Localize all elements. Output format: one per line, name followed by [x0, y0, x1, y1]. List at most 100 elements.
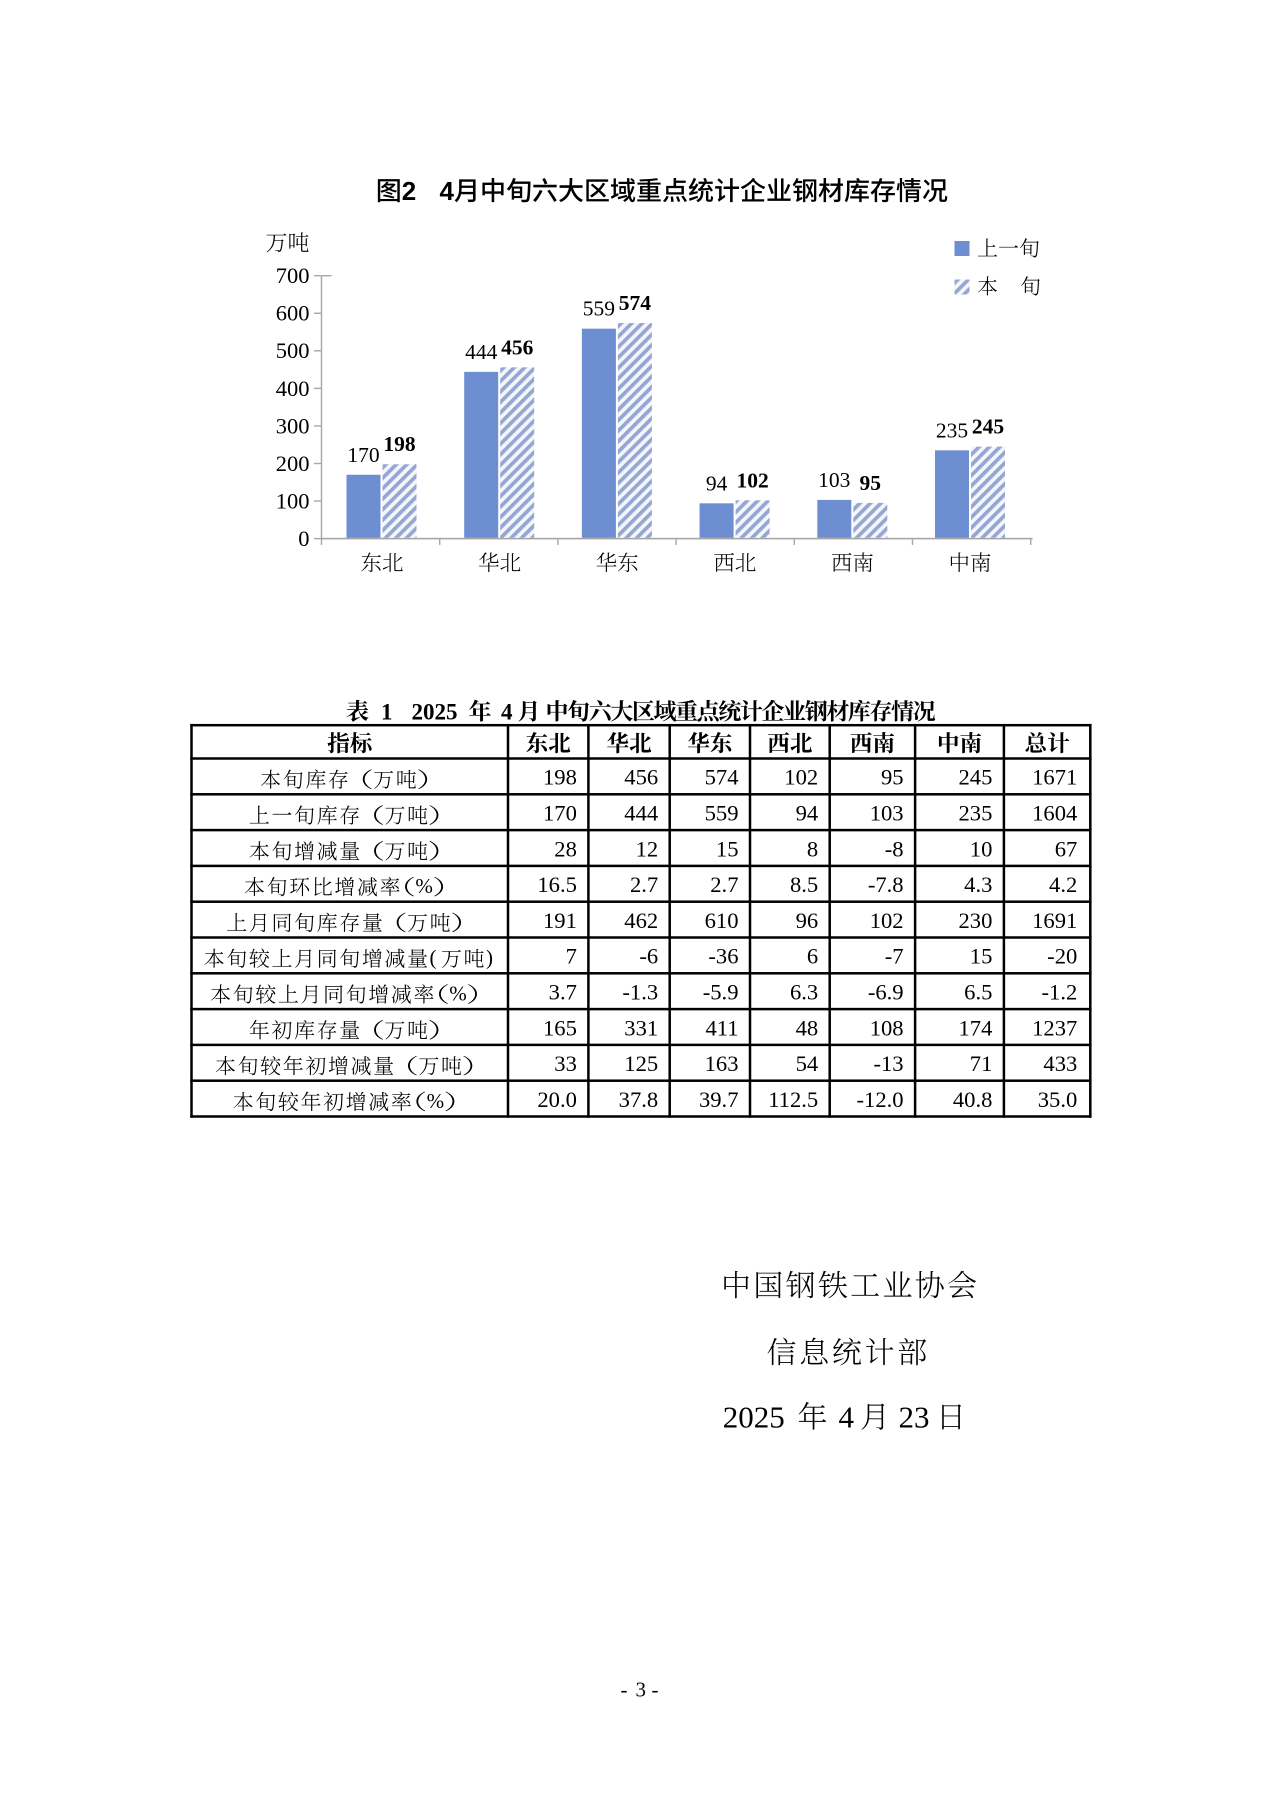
- svg-text:40.8: 40.8: [953, 1087, 993, 1112]
- svg-text:235: 235: [959, 801, 993, 826]
- svg-text:411: 411: [705, 1015, 738, 1040]
- svg-text:15: 15: [970, 944, 993, 969]
- svg-text:170: 170: [347, 443, 379, 467]
- svg-text:54: 54: [796, 1051, 819, 1076]
- svg-text:456: 456: [501, 335, 534, 359]
- svg-text:433: 433: [1043, 1051, 1077, 1076]
- svg-text:-: -: [652, 1678, 659, 1702]
- svg-text:174: 174: [959, 1015, 993, 1040]
- svg-text:8: 8: [807, 836, 818, 861]
- svg-text:15: 15: [716, 836, 739, 861]
- svg-text:4: 4: [501, 700, 513, 725]
- svg-text:0: 0: [298, 526, 309, 551]
- svg-text:444: 444: [465, 340, 498, 364]
- svg-text:559: 559: [583, 297, 615, 321]
- svg-text:3: 3: [636, 1678, 647, 1702]
- svg-text:700: 700: [276, 263, 310, 288]
- svg-text:165: 165: [543, 1015, 577, 1040]
- svg-text:4.3: 4.3: [964, 872, 992, 897]
- svg-text:1604: 1604: [1032, 801, 1077, 826]
- svg-text:235: 235: [936, 418, 968, 442]
- svg-text:102: 102: [736, 468, 768, 492]
- svg-text:198: 198: [383, 432, 416, 456]
- svg-text:125: 125: [624, 1051, 658, 1076]
- svg-text:8.5: 8.5: [790, 872, 818, 897]
- svg-text:10: 10: [970, 836, 993, 861]
- svg-text:94: 94: [706, 471, 728, 495]
- svg-text:2.7: 2.7: [630, 872, 658, 897]
- svg-text:16.5: 16.5: [537, 872, 577, 897]
- svg-text:20.0: 20.0: [537, 1087, 577, 1112]
- svg-text:102: 102: [870, 908, 904, 933]
- svg-text:95: 95: [860, 471, 882, 495]
- svg-text:400: 400: [276, 376, 310, 401]
- svg-text:462: 462: [624, 908, 658, 933]
- svg-text:574: 574: [705, 765, 739, 790]
- svg-text:-1.3: -1.3: [622, 980, 658, 1005]
- svg-text:1: 1: [381, 700, 393, 725]
- svg-text:6: 6: [807, 944, 818, 969]
- svg-text:-6: -6: [639, 944, 658, 969]
- svg-text:35.0: 35.0: [1038, 1087, 1078, 1112]
- svg-text:4: 4: [839, 1400, 855, 1435]
- svg-text:245: 245: [972, 415, 1004, 439]
- svg-text:-: -: [621, 1678, 628, 1702]
- svg-text:230: 230: [959, 908, 993, 933]
- svg-text:108: 108: [870, 1015, 904, 1040]
- svg-text:33: 33: [554, 1051, 577, 1076]
- svg-text:-36: -36: [708, 944, 738, 969]
- svg-text:4: 4: [440, 176, 455, 206]
- svg-text:600: 600: [276, 301, 310, 326]
- svg-text:%: %: [449, 982, 467, 1006]
- svg-text:2025: 2025: [412, 700, 458, 725]
- svg-text:610: 610: [705, 908, 739, 933]
- svg-text:170: 170: [543, 801, 577, 826]
- svg-text:2.7: 2.7: [710, 872, 738, 897]
- svg-text:1671: 1671: [1032, 765, 1077, 790]
- svg-text:102: 102: [784, 765, 818, 790]
- svg-text:(: (: [430, 946, 437, 970]
- svg-text:-6.9: -6.9: [868, 980, 904, 1005]
- svg-text:-12.0: -12.0: [857, 1087, 904, 1112]
- svg-text:-7.8: -7.8: [868, 872, 904, 897]
- svg-text:198: 198: [543, 765, 577, 790]
- svg-text:1237: 1237: [1032, 1015, 1077, 1040]
- svg-text:): ): [486, 946, 493, 970]
- svg-text:444: 444: [624, 801, 658, 826]
- svg-text:3.7: 3.7: [549, 980, 577, 1005]
- svg-text:-20: -20: [1047, 944, 1077, 969]
- svg-text:103: 103: [818, 468, 850, 492]
- svg-text:71: 71: [970, 1051, 993, 1076]
- svg-text:28: 28: [554, 836, 577, 861]
- svg-text:67: 67: [1055, 836, 1078, 861]
- svg-text:456: 456: [624, 765, 658, 790]
- svg-text:4.2: 4.2: [1049, 872, 1077, 897]
- svg-text:559: 559: [705, 801, 739, 826]
- svg-text:-8: -8: [885, 836, 904, 861]
- svg-text:-13: -13: [873, 1051, 903, 1076]
- svg-text:94: 94: [796, 801, 819, 826]
- svg-text:37.8: 37.8: [619, 1087, 659, 1112]
- svg-text:574: 574: [619, 291, 652, 315]
- svg-text:39.7: 39.7: [699, 1087, 739, 1112]
- svg-text:23: 23: [899, 1400, 930, 1435]
- svg-text:300: 300: [276, 413, 310, 438]
- svg-text:2: 2: [402, 176, 416, 206]
- svg-text:6.3: 6.3: [790, 980, 818, 1005]
- svg-text:331: 331: [624, 1015, 658, 1040]
- svg-text:163: 163: [705, 1051, 739, 1076]
- svg-text:12: 12: [636, 836, 659, 861]
- svg-text:7: 7: [566, 944, 577, 969]
- svg-text:191: 191: [543, 908, 577, 933]
- svg-text:%: %: [427, 1089, 445, 1113]
- svg-text:-1.2: -1.2: [1042, 980, 1078, 1005]
- svg-text:245: 245: [959, 765, 993, 790]
- svg-text:-7: -7: [885, 944, 904, 969]
- svg-text:100: 100: [276, 488, 310, 513]
- svg-text:6.5: 6.5: [964, 980, 992, 1005]
- svg-text:48: 48: [796, 1015, 819, 1040]
- svg-text:-5.9: -5.9: [703, 980, 739, 1005]
- svg-text:500: 500: [276, 338, 310, 363]
- svg-text:95: 95: [881, 765, 904, 790]
- svg-text:103: 103: [870, 801, 904, 826]
